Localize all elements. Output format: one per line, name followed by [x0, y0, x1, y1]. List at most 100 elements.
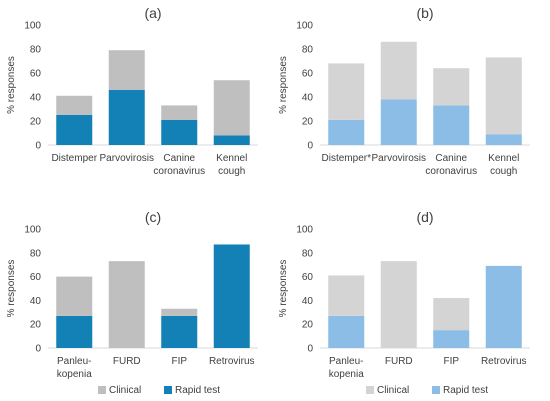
x-category-label-line: Distemper*: [322, 153, 372, 164]
legend-right: Clinical Rapid test: [366, 385, 488, 396]
x-category-label: Distemper*: [322, 153, 372, 164]
panel-title: (d): [416, 209, 433, 225]
chart-panel-c: (c) % responses 0 20 40 60 80 100 Panleu-kopenia…: [6, 209, 258, 380]
bar-clinical: [328, 275, 365, 316]
y-axis-label: % responses: [6, 260, 17, 318]
x-category-label: Retrovirus: [481, 356, 527, 367]
legend-label-clinical: Clinical: [377, 385, 409, 396]
x-category-label: Retrovirus: [209, 356, 255, 367]
x-category-label: Panleu-kopenia: [57, 356, 92, 380]
bar-clinical: [213, 80, 250, 136]
y-axis-label: % responses: [6, 56, 17, 114]
x-category-label: Canine coronavirus: [153, 153, 205, 177]
y-tick-label: 20: [302, 117, 314, 128]
x-category-label-line: Kennel: [488, 153, 519, 164]
x-category-label: FURD: [385, 356, 413, 367]
x-category-label-line: cough: [490, 166, 517, 177]
x-category-label: FURD: [113, 356, 141, 367]
bar-rapid-test: [328, 315, 365, 348]
bar-clinical: [108, 261, 145, 348]
chart-panel-d: (d) % responses 0 20 40 60 80 100 Panleu-kopenia…: [278, 209, 530, 380]
chart-panel-a: (a) % responses 0 20 40 60 80 100 Distemper Parvo…: [6, 5, 258, 177]
legend-swatch-rapid-test: [432, 386, 440, 394]
x-category-label-line: Retrovirus: [209, 356, 255, 367]
y-tick-label: 40: [302, 296, 314, 307]
y-tick-label: 0: [35, 344, 41, 355]
y-tick-label: 80: [30, 45, 42, 56]
bar-rapid-test: [56, 115, 93, 145]
legend-swatch-clinical: [98, 386, 106, 394]
y-axis-label: % responses: [278, 260, 289, 318]
x-category-label: Kennel cough: [488, 153, 519, 177]
y-tick-label: 20: [30, 117, 42, 128]
x-category-label: FIP: [171, 356, 187, 367]
bar-clinical: [108, 50, 145, 90]
y-axis-label: % responses: [278, 56, 289, 114]
bar-clinical: [161, 105, 198, 120]
bar-rapid-test: [433, 330, 470, 348]
x-category-label-line: kopenia: [57, 369, 92, 380]
bar-rapid-test: [380, 99, 417, 145]
bar-rapid-test: [485, 134, 522, 145]
y-tick-label: 0: [307, 344, 313, 355]
x-category-label-line: FURD: [113, 356, 141, 367]
x-category-label-line: Canine: [163, 153, 195, 164]
y-tick-label: 60: [302, 69, 314, 80]
bar-rapid-test: [485, 265, 522, 348]
legend-left: Clinical Rapid test: [98, 385, 220, 396]
x-category-label: Parvovirosis: [372, 153, 426, 164]
bar-clinical: [380, 261, 417, 348]
x-category-label-line: Panleu-: [57, 356, 91, 367]
y-tick-label: 60: [30, 69, 42, 80]
x-category-label: Distemper: [51, 153, 97, 164]
y-tick-label: 40: [302, 93, 314, 104]
x-category-label-line: Panleu-: [329, 356, 363, 367]
bar-rapid-test: [161, 119, 198, 145]
bar-rapid-test: [433, 105, 470, 145]
y-tick-label: 40: [30, 93, 42, 104]
panel-title: (c): [145, 209, 161, 225]
x-category-label: Kennel cough: [216, 153, 247, 177]
x-category-label-line: FIP: [171, 356, 187, 367]
y-tick-label: 80: [30, 248, 42, 259]
y-tick-label: 60: [302, 272, 314, 283]
bar-rapid-test: [213, 244, 250, 348]
x-category-label-line: Parvovirosis: [100, 153, 154, 164]
y-tick-label: 0: [35, 141, 41, 152]
y-tick-label: 100: [296, 225, 313, 236]
y-tick-label: 100: [24, 225, 41, 236]
x-category-label: Canine coronavirus: [425, 153, 477, 177]
bar-clinical: [433, 68, 470, 106]
x-category-label-line: cough: [218, 166, 245, 177]
y-tick-label: 100: [24, 21, 41, 32]
x-category-label-line: Canine: [435, 153, 467, 164]
legend-label-rapid-test: Rapid test: [175, 385, 220, 396]
y-tick-label: 80: [302, 45, 314, 56]
x-category-label-line: coronavirus: [153, 166, 205, 177]
bar-clinical: [328, 63, 365, 120]
y-tick-label: 100: [296, 21, 313, 32]
x-category-label: Panleu-kopenia: [329, 356, 364, 380]
bar-rapid-test: [56, 315, 93, 348]
x-category-label-line: coronavirus: [425, 166, 477, 177]
y-tick-label: 80: [302, 248, 314, 259]
bar-clinical: [485, 57, 522, 135]
x-category-label-line: Kennel: [216, 153, 247, 164]
legend-label-clinical: Clinical: [109, 385, 141, 396]
x-category-label-line: FIP: [443, 356, 459, 367]
y-tick-label: 40: [30, 296, 42, 307]
x-category-label-line: Retrovirus: [481, 356, 527, 367]
bar-clinical: [380, 41, 417, 100]
x-category-label-line: kopenia: [329, 369, 364, 380]
x-category-label-line: Parvovirosis: [372, 153, 426, 164]
legend-swatch-rapid-test: [164, 386, 172, 394]
chart-panel-b: (b) % responses 0 20 40 60 80 100 Distemper* Parv…: [278, 5, 530, 177]
bar-rapid-test: [213, 135, 250, 145]
panel-title: (b): [416, 5, 433, 21]
bar-clinical: [56, 95, 93, 115]
legend-label-rapid-test: Rapid test: [443, 385, 488, 396]
y-tick-label: 20: [302, 320, 314, 331]
bar-rapid-test: [161, 315, 198, 348]
